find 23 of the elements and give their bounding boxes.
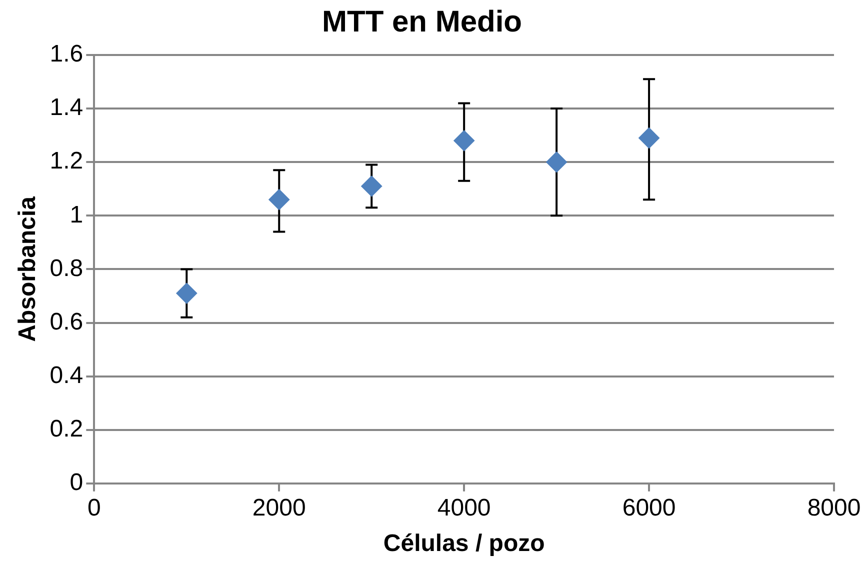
y-tick-label: 0.4 [50, 362, 84, 389]
x-tick-label: 0 [87, 494, 101, 522]
point [454, 130, 475, 152]
x-tick-label: 8000 [807, 494, 861, 522]
y-axis-title: Absorbancia [14, 196, 42, 342]
x-tick-label: 2000 [252, 494, 306, 522]
point [176, 282, 198, 304]
point [638, 128, 660, 149]
y-tick-label: 0 [70, 469, 84, 496]
y-tick-label: 1.4 [50, 94, 84, 122]
point [361, 176, 382, 197]
y-tick-label: 0.2 [50, 415, 84, 442]
y-tick-label: 1 [70, 201, 84, 228]
x-tick-label: 6000 [622, 494, 676, 522]
x-tick-label: 4000 [437, 494, 491, 522]
y-tick-label: 1.6 [50, 40, 84, 68]
point [546, 152, 568, 173]
y-tick-label: 0.6 [50, 308, 84, 336]
y-tick-label: 0.8 [50, 254, 84, 282]
chart-title: MTT en Medio [322, 5, 522, 38]
y-tick-label: 1.2 [50, 148, 84, 175]
point [268, 189, 290, 210]
x-axis-title: Células / pozo [383, 530, 545, 558]
